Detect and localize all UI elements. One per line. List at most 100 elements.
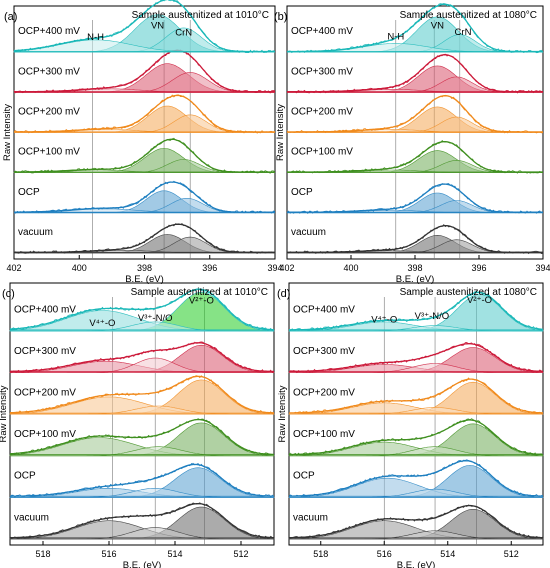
panel-title: Sample austenitized at 1080°C xyxy=(400,10,537,21)
spectrum-ocp: OCP xyxy=(288,459,544,498)
peak-annotation: CrN xyxy=(175,28,192,39)
spectrum-ocp-100-mv: OCP+100 mV xyxy=(286,139,544,174)
spectrum-ocp-300-mv: OCP+300 mV xyxy=(286,53,544,94)
x-tick-label: 398 xyxy=(407,263,422,273)
x-tick-label: 394 xyxy=(535,263,550,273)
x-tick-label: 396 xyxy=(471,263,486,273)
x-tick-label: 400 xyxy=(343,263,358,273)
envelope-fit-line xyxy=(288,504,543,539)
peak-annotation: V²⁺-O xyxy=(189,296,214,307)
x-tick-label: 516 xyxy=(101,549,116,559)
series-label: vacuum xyxy=(14,512,49,523)
component-peak xyxy=(10,488,274,498)
spectrum-ocp-200-mv: OCP+200 mV xyxy=(13,94,276,134)
panel-label: (d) xyxy=(277,288,290,300)
envelope-fit-line xyxy=(10,342,274,373)
x-tick-label: 514 xyxy=(440,549,455,559)
envelope-fit-line xyxy=(289,343,543,373)
envelope-fit-line xyxy=(13,0,275,53)
series-label: OCP+100 mV xyxy=(293,429,355,440)
peak-annotation: CrN xyxy=(455,27,472,38)
envelope-fit-line xyxy=(9,288,274,331)
series-label: vacuum xyxy=(293,512,328,523)
peak-annotation: V³⁺-N/O xyxy=(415,311,450,322)
series-label: OCP+400 mV xyxy=(293,304,355,315)
envelope-fit-line xyxy=(9,502,274,539)
peak-annotation: VN xyxy=(151,21,164,32)
component-peak xyxy=(287,192,543,214)
component-peak xyxy=(10,321,274,332)
component-peak xyxy=(287,234,543,254)
x-tick-label: 400 xyxy=(72,263,87,273)
component-peak xyxy=(10,357,274,373)
envelope-fit-line xyxy=(14,49,275,93)
envelope-fit-line xyxy=(288,378,544,414)
series-label: vacuum xyxy=(291,227,326,238)
spectrum-vacuum: vacuum xyxy=(286,224,544,255)
component-peak xyxy=(289,530,543,540)
envelope-fit-line xyxy=(287,3,543,53)
series-label: OCP+400 mV xyxy=(18,26,80,37)
envelope-fit-line xyxy=(9,418,274,456)
series-label: vacuum xyxy=(18,227,53,238)
envelope-fit-line xyxy=(289,291,544,331)
x-tick-label: 402 xyxy=(279,263,294,273)
component-peak xyxy=(10,527,274,540)
peak-annotation: V⁴⁺-O xyxy=(89,318,115,329)
spectrum-ocp-400-mv: OCP+400 mV xyxy=(288,291,544,332)
series-label: OCP+300 mV xyxy=(14,346,76,357)
panel-label: (c) xyxy=(2,288,15,300)
series-label: OCP xyxy=(293,471,315,482)
x-tick-label: 512 xyxy=(233,549,248,559)
series-label: OCP+400 mV xyxy=(291,26,353,37)
raw-data-line xyxy=(286,183,544,214)
x-axis-label: B.E. (eV) xyxy=(125,274,164,285)
spectrum-ocp-200-mv: OCP+200 mV xyxy=(288,377,544,415)
panel-title: Sample austenitized at 1080°C xyxy=(400,287,537,298)
spectrum-ocp: OCP xyxy=(286,183,544,214)
x-tick-label: 402 xyxy=(6,263,21,273)
component-peak xyxy=(10,446,274,457)
envelope-fit-line xyxy=(289,460,543,497)
envelope-fit-line xyxy=(9,375,274,414)
series-label: OCP+100 mV xyxy=(291,147,353,158)
component-peak xyxy=(13,39,275,53)
component-peak xyxy=(289,446,543,457)
peak-annotation: VN xyxy=(431,21,444,32)
spectrum-ocp-100-mv: OCP+100 mV xyxy=(13,137,276,174)
component-peak xyxy=(14,190,275,214)
panel-title: Sample austenitized at 1010°C xyxy=(132,10,269,21)
panel-label: (b) xyxy=(274,11,287,23)
panel-label: (a) xyxy=(4,11,17,23)
component-peak xyxy=(14,234,275,254)
spectrum-ocp: OCP xyxy=(9,462,275,498)
spectrum-ocp: OCP xyxy=(13,180,276,214)
series-label: OCP+300 mV xyxy=(291,66,353,77)
spectrum-ocp-200-mv: OCP+200 mV xyxy=(286,94,544,134)
spectrum-ocp-100-mv: OCP+100 mV xyxy=(9,418,275,457)
spectrum-ocp-400-mv: OCP+400 mV xyxy=(9,288,275,332)
peak-annotation: V⁴⁺-O xyxy=(371,315,397,326)
x-tick-label: 398 xyxy=(137,263,152,273)
component-peak xyxy=(289,363,543,373)
series-label: OCP+200 mV xyxy=(14,388,76,399)
series-label: OCP+100 mV xyxy=(14,429,76,440)
series-label: OCP+400 mV xyxy=(14,304,76,315)
x-tick-label: 512 xyxy=(504,549,519,559)
series-label: OCP+300 mV xyxy=(293,346,355,357)
y-axis-label: Raw Intensity xyxy=(0,385,9,442)
spectrum-ocp-300-mv: OCP+300 mV xyxy=(288,342,544,374)
y-axis-label: Raw Intensity xyxy=(277,385,288,442)
x-axis-label: B.E. (eV) xyxy=(123,560,162,568)
series-label: OCP+100 mV xyxy=(18,147,80,158)
spectrum-ocp-200-mv: OCP+200 mV xyxy=(9,375,275,415)
panel-b: vacuum OCP OCP+100 mV OCP+200 mV OCP+300 mV O… xyxy=(274,3,550,285)
series-label: OCP+300 mV xyxy=(18,66,80,77)
y-axis-label: Raw Intensity xyxy=(275,104,286,161)
envelope-fit-line xyxy=(14,94,275,133)
spectrum-ocp-100-mv: OCP+100 mV xyxy=(288,418,544,457)
spectrum-ocp-300-mv: OCP+300 mV xyxy=(13,49,276,94)
peak-annotation: N-H xyxy=(87,32,104,43)
spectrum-vacuum: vacuum xyxy=(13,223,276,254)
